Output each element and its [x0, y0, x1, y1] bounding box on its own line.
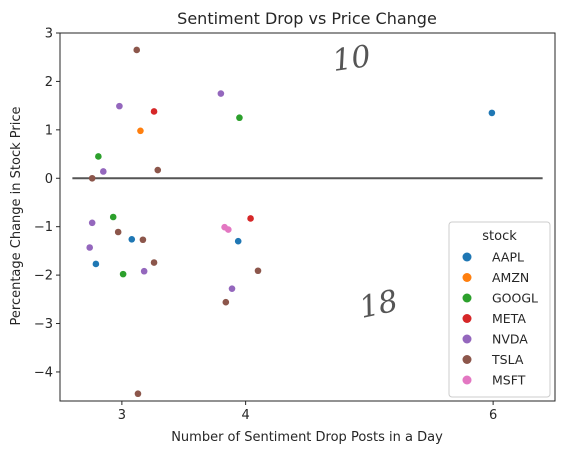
- legend-marker-meta: [462, 314, 472, 323]
- point-aapl: [488, 109, 496, 117]
- point-tsla: [150, 259, 158, 266]
- legend-marker-tsla: [462, 355, 472, 364]
- point-nvda: [88, 219, 96, 227]
- point-tsla: [114, 228, 122, 236]
- x-tick-label: 4: [241, 408, 249, 423]
- point-meta: [150, 108, 158, 115]
- y-tick-label: −1: [34, 220, 53, 235]
- legend-label-googl: GOOGL: [492, 291, 538, 306]
- point-tsla: [222, 298, 230, 306]
- y-tick-label: −4: [34, 365, 53, 380]
- point-tsla: [254, 267, 262, 275]
- point-aapl: [92, 260, 100, 268]
- point-meta: [247, 215, 254, 222]
- y-tick-label: 2: [45, 75, 53, 90]
- legend-marker-aapl: [462, 252, 472, 262]
- legend-marker-msft: [462, 375, 472, 385]
- y-tick-label: 0: [45, 172, 53, 187]
- y-axis-label: Percentage Change in Stock Price: [9, 107, 24, 326]
- legend: stock AAPL AMZN GOOGL META NVDA TSLA MSFT: [448, 221, 551, 398]
- legend-label-nvda: NVDA: [492, 332, 528, 347]
- y-tick-label: −2: [34, 269, 53, 284]
- legend-box: [448, 221, 551, 398]
- point-googl: [109, 213, 117, 221]
- handwritten-annotation-10: 10: [330, 39, 373, 79]
- y-tick-label: 3: [45, 27, 53, 42]
- point-googl: [119, 270, 127, 278]
- point-nvda: [100, 168, 107, 175]
- chart-title: Sentiment Drop vs Price Change: [177, 9, 437, 28]
- legend-label-aapl: AAPL: [492, 250, 524, 265]
- plot-area: 3 4 6 −4 −3 −2 −1 0 1 2 3: [34, 27, 556, 423]
- point-nvda: [86, 244, 93, 251]
- point-googl: [236, 114, 243, 122]
- point-tsla: [133, 46, 141, 54]
- legend-label-amzn: AMZN: [492, 270, 529, 285]
- legend-marker-nvda: [462, 334, 472, 344]
- point-amzn: [137, 127, 144, 135]
- point-tsla: [154, 166, 162, 174]
- x-tick-label: 6: [489, 408, 497, 423]
- point-tsla: [139, 236, 147, 244]
- point-tsla: [88, 174, 96, 182]
- handwritten-annotation-18: 18: [356, 284, 401, 326]
- point-googl: [95, 153, 102, 160]
- point-nvda: [140, 267, 148, 275]
- x-axis-label: Number of Sentiment Drop Posts in a Day: [171, 430, 443, 445]
- legend-marker-googl: [462, 293, 472, 303]
- point-aapl: [234, 237, 242, 245]
- point-nvda: [116, 102, 123, 110]
- x-tick-label: 3: [118, 408, 126, 423]
- legend-label-meta: META: [492, 311, 526, 326]
- y-tick-label: 1: [45, 123, 53, 138]
- point-msft: [225, 226, 232, 233]
- legend-label-tsla: TSLA: [491, 352, 524, 367]
- point-aapl: [128, 235, 136, 243]
- legend-title: stock: [482, 229, 517, 244]
- y-tick-label: −3: [34, 317, 53, 332]
- point-nvda: [217, 90, 225, 97]
- axes-frame: [59, 32, 556, 402]
- legend-label-msft: MSFT: [492, 373, 526, 388]
- point-tsla: [134, 390, 142, 398]
- point-nvda: [228, 285, 236, 292]
- legend-marker-amzn: [462, 273, 472, 282]
